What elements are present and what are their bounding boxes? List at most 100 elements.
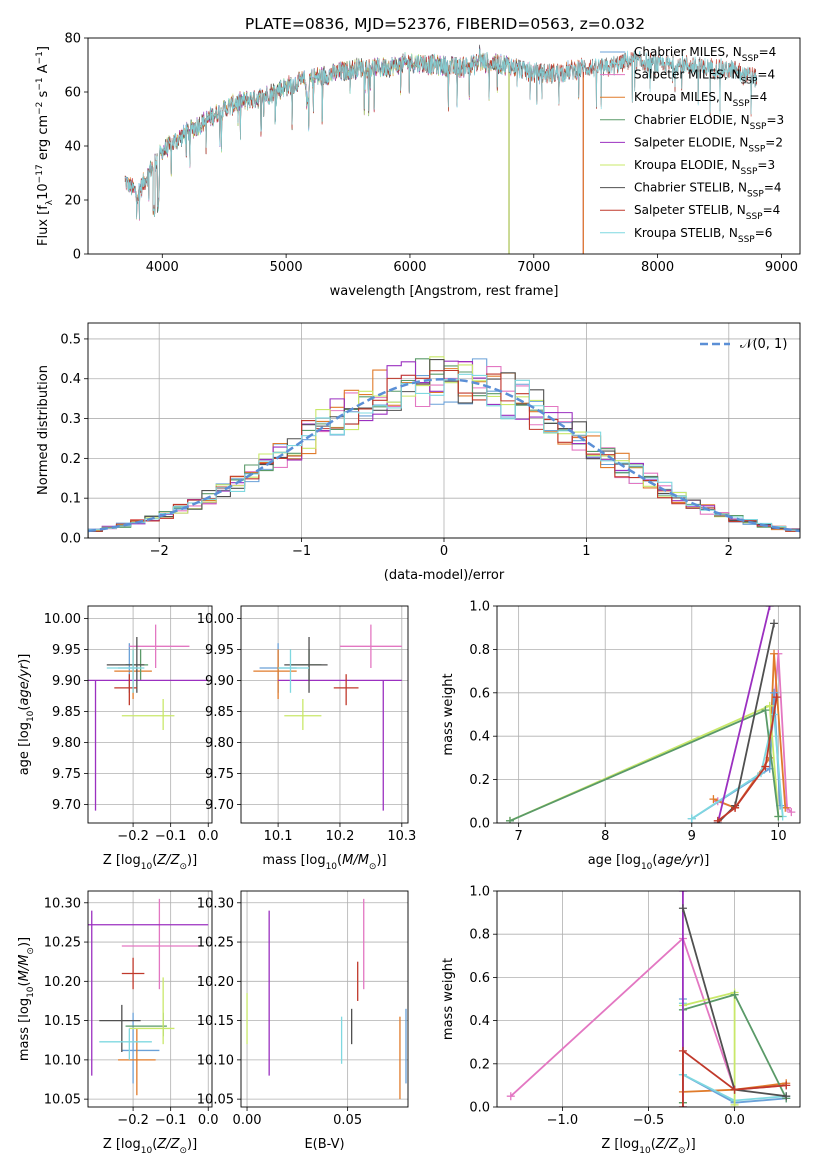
y-tick-label: 10.30 [197, 896, 234, 911]
y-tick-label: 9.85 [205, 705, 234, 720]
plot-area [505, 606, 796, 823]
y-axis-label: mass weight [441, 958, 456, 1040]
ticks: −1.0 −0.5 0.0 0.0 0.2 0.4 0.6 0.8 1.0 [469, 885, 745, 1129]
plot-area [246, 898, 407, 1100]
y-tick-label: 10.00 [197, 612, 234, 627]
legend: Chabrier MILES, NSSP=4 Salpeter MILES, NS… [600, 45, 784, 245]
weight-marker [774, 812, 783, 821]
y-tick-label: 10.10 [197, 1053, 234, 1068]
y-tick-label: 0.4 [469, 1014, 490, 1029]
legend-entry: Salpeter ELODIE, NSSP=2 [634, 135, 783, 154]
weight-marker [730, 1085, 739, 1094]
x-tick-label: −0.1 [155, 829, 187, 844]
weight-marker [678, 1046, 687, 1055]
plot-area [88, 356, 800, 538]
y-tick-label: 0.2 [469, 1057, 490, 1072]
weight-line [682, 1048, 787, 1107]
ticks: 0.00 0.05 10.05 10.10 10.15 10.20 10.25 10.30 [197, 896, 362, 1128]
x-tick-label: 0 [440, 544, 448, 559]
legend-entry: Chabrier ELODIE, NSSP=3 [634, 113, 784, 132]
figure-title: PLATE=0836, MJD=52376, FIBERID=0563, z=0… [245, 15, 645, 33]
y-tick-label: 0 [73, 248, 81, 263]
y-tick-label: 9.90 [52, 674, 81, 689]
weight-marker [731, 803, 740, 812]
x-tick-label: 2 [725, 544, 733, 559]
grid [241, 606, 408, 823]
y-tick-label: 9.80 [52, 736, 81, 751]
y-tick-label: 10.20 [197, 975, 234, 990]
weight-marker [770, 688, 779, 697]
y-tick-label: 9.95 [52, 643, 81, 658]
y-tick-label: 0.0 [469, 817, 490, 832]
legend-entry: Kroupa MILES, NSSP=4 [634, 90, 767, 109]
y-tick-label: 10.15 [44, 1014, 81, 1029]
plot-area [253, 624, 402, 811]
y-tick-label: 0.8 [469, 928, 490, 943]
x-tick-label: 10 [770, 829, 787, 844]
x-tick-label: 0.00 [233, 1113, 262, 1128]
y-tick-label: 0.2 [469, 773, 490, 788]
x-tick-label: −0.5 [633, 1113, 665, 1128]
y-tick-label: 0.0 [60, 532, 81, 547]
y-axis-label: mass [log10(M/M⊙)] [17, 937, 36, 1061]
weight-marker [713, 816, 722, 823]
legend-entry: Kroupa ELODIE, NSSP=3 [634, 158, 775, 177]
y-tick-label: 10.00 [44, 612, 81, 627]
x-tick-label: 9 [688, 829, 696, 844]
panel-age-vs-metallicity: −0.2 −0.1 0.0 9.70 9.75 9.80 9.85 9.90 9.95 10.00… [17, 605, 219, 872]
weight-marker [678, 1103, 687, 1107]
axes-frame [87, 605, 213, 824]
y-tick-label: 0.1 [60, 492, 81, 507]
y-tick-label: 0.4 [469, 730, 490, 745]
ticks: 4000 5000 6000 7000 8000 9000 0 20 40 60 80 [64, 32, 798, 276]
x-tick-label: 8 [601, 829, 609, 844]
y-tick-label: 10.20 [44, 975, 81, 990]
y-tick-label: 1.0 [469, 885, 490, 900]
y-tick-label: 9.90 [205, 674, 234, 689]
weight-marker [678, 891, 687, 895]
x-tick-label: 4000 [146, 260, 179, 275]
plot-area [124, 44, 758, 254]
panel-mass-vs-metallicity: −0.2 −0.1 0.0 10.05 10.10 10.15 10.20 10.25 10.3… [17, 890, 219, 1156]
x-tick-label: 7 [515, 829, 523, 844]
x-axis-label: (data-model)/error [384, 568, 505, 583]
x-tick-label: 10.1 [264, 829, 293, 844]
x-tick-label: 6000 [393, 260, 426, 275]
weight-line [716, 606, 771, 823]
x-axis-label: Z [log10(Z/Z⊙)] [103, 853, 197, 872]
weight-marker [678, 904, 687, 913]
y-tick-label: 9.75 [205, 767, 234, 782]
y-tick-label: 0.3 [60, 412, 81, 427]
y-tick-label: 10.05 [44, 1093, 81, 1108]
y-tick-label: 80 [64, 32, 81, 47]
y-tick-label: 9.70 [52, 798, 81, 813]
weight-marker [782, 1092, 791, 1101]
axes-frame [87, 322, 801, 539]
x-axis-label: mass [log10(M/M⊙)] [262, 853, 386, 872]
x-axis-label: E(B-V) [304, 1137, 344, 1152]
weight-marker [709, 795, 718, 804]
y-tick-label: 10.25 [44, 936, 81, 951]
panel-residuals: −2 −1 0 1 2 0.0 0.1 0.2 0.3 0.4 0.5 𝒩(0, 1) (data-mo… [36, 322, 801, 583]
y-tick-label: 0.6 [469, 971, 490, 986]
legend-entry: Kroupa STELIB, NSSP=6 [634, 226, 772, 245]
grid [88, 891, 212, 1107]
x-tick-label: −0.2 [117, 1113, 149, 1128]
legend-entry: 𝒩(0, 1) [740, 337, 787, 352]
y-tick-label: 60 [64, 86, 81, 101]
weight-marker [772, 693, 781, 702]
legend-entry: Chabrier MILES, NSSP=4 [634, 45, 776, 64]
y-tick-label: 0.6 [469, 686, 490, 701]
panel-mass-vs-extinction: 0.00 0.05 10.05 10.10 10.15 10.20 10.25 10.30 E(… [197, 890, 409, 1152]
weight-marker [765, 701, 774, 710]
x-tick-label: 10.3 [387, 829, 416, 844]
y-tick-label: 10.10 [44, 1053, 81, 1068]
weight-marker [770, 619, 779, 628]
x-tick-label: 1 [582, 544, 590, 559]
y-tick-label: 9.70 [205, 798, 234, 813]
y-tick-label: 10.15 [197, 1014, 234, 1029]
weight-marker [506, 1092, 515, 1101]
x-tick-label: 10.2 [325, 829, 354, 844]
weight-line [717, 696, 778, 822]
ticks: 7 8 9 10 0.0 0.2 0.4 0.6 0.8 1.0 [469, 600, 786, 845]
